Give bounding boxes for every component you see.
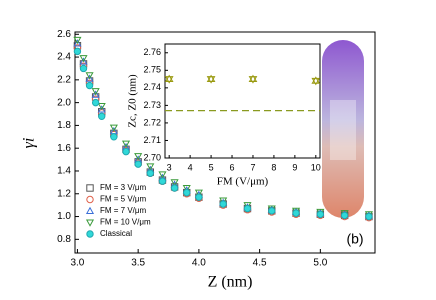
marker [98, 112, 106, 120]
y-tick-label: 0.8 [57, 234, 71, 245]
y-tick-label: 1.6 [57, 143, 71, 154]
marker [170, 184, 179, 192]
y-axis-label: Zc, Z0 (nm) [127, 74, 139, 128]
y-tick-label: 2.0 [57, 97, 71, 108]
marker [146, 169, 155, 177]
y-axis-label: γi [21, 138, 38, 149]
y-tick-label: 2.70 [143, 152, 161, 162]
marker [243, 204, 252, 213]
x-axis-label: Z (nm) [208, 274, 253, 291]
legend-label: FM = 7 V/μm [100, 206, 147, 215]
marker [146, 163, 155, 171]
marker [85, 74, 94, 82]
marker [206, 74, 216, 84]
y-tick-label: 1.2 [57, 188, 71, 199]
marker [182, 185, 191, 193]
y-tick-label: 1.0 [57, 211, 71, 222]
x-tick-label: 3.5 [131, 258, 145, 269]
marker [79, 55, 88, 63]
x-tick-label: 9 [292, 162, 297, 172]
legend-label: Classical [100, 229, 132, 238]
plot-frame [164, 43, 321, 159]
marker [316, 210, 325, 218]
marker [248, 74, 258, 84]
marker [134, 160, 142, 168]
x-tick-label: 4.0 [192, 258, 206, 269]
marker [97, 102, 106, 111]
marker [219, 200, 227, 208]
legend-label: FM = 3 V/μm [100, 183, 147, 192]
x-tick-label: 8 [271, 162, 276, 172]
marker [292, 209, 300, 217]
plot-frame [74, 31, 376, 254]
marker [109, 124, 118, 132]
y-tick-label: 2.2 [57, 74, 71, 85]
marker [73, 39, 82, 47]
x-tick-label: 5 [209, 162, 214, 172]
y-tick-label: 2.72 [143, 117, 161, 127]
marker [91, 88, 100, 96]
molecule-illustration [322, 40, 364, 218]
marker [85, 81, 94, 90]
y-tick-label: 2.71 [143, 135, 161, 145]
x-axis-label: FM (V/μm) [217, 176, 269, 188]
marker [158, 171, 167, 179]
legend-marker [86, 230, 94, 238]
x-tick-label: 4.5 [253, 258, 267, 269]
marker [268, 207, 276, 215]
marker [85, 72, 94, 80]
x-tick-label: 10 [311, 162, 321, 172]
y-tick-label: 1.4 [57, 166, 71, 177]
marker [311, 76, 321, 86]
marker [110, 133, 118, 141]
marker [121, 140, 131, 148]
marker [164, 74, 174, 84]
marker [183, 188, 191, 197]
legend-label: FM = 10 V/μm [100, 218, 151, 227]
x-tick-label: 3.0 [70, 258, 84, 269]
legend-marker [86, 184, 94, 192]
marker [158, 177, 167, 185]
y-tick-label: 1.8 [57, 120, 71, 131]
legend-label: FM = 5 V/μm [100, 195, 147, 204]
x-tick-label: 7 [250, 162, 255, 172]
legend-marker [85, 206, 95, 215]
marker [97, 105, 106, 113]
marker [365, 212, 373, 221]
marker [122, 147, 130, 156]
x-tick-label: 5.0 [313, 258, 327, 269]
legend-marker [86, 195, 94, 204]
marker [195, 193, 203, 201]
y-tick-label: 2.73 [143, 100, 161, 110]
marker [79, 64, 88, 73]
y-tick-label: 2.6 [57, 29, 71, 40]
legend-marker [85, 219, 95, 227]
marker [170, 179, 179, 187]
x-tick-label: 4 [188, 162, 193, 172]
marker [91, 98, 100, 107]
marker [134, 153, 143, 161]
inset-background [165, 44, 320, 158]
y-tick-label: 2.74 [143, 82, 161, 92]
x-tick-label: 3 [167, 162, 172, 172]
marker [340, 211, 349, 220]
marker [194, 189, 203, 197]
marker [73, 36, 82, 45]
y-tick-label: 2.4 [57, 52, 71, 63]
marker [91, 90, 100, 98]
x-tick-label: 6 [230, 162, 235, 172]
marker [79, 57, 88, 65]
panel-label: (b) [346, 231, 363, 247]
y-tick-label: 2.75 [143, 65, 161, 75]
marker [73, 47, 82, 56]
y-tick-label: 2.76 [143, 47, 161, 57]
